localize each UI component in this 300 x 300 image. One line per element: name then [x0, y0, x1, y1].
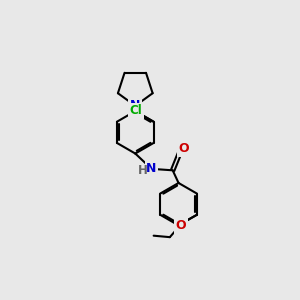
Text: Cl: Cl: [129, 104, 142, 117]
Text: O: O: [176, 219, 186, 232]
Text: H: H: [138, 164, 148, 177]
Text: N: N: [130, 99, 140, 112]
Text: O: O: [178, 142, 189, 155]
Text: N: N: [146, 162, 157, 175]
